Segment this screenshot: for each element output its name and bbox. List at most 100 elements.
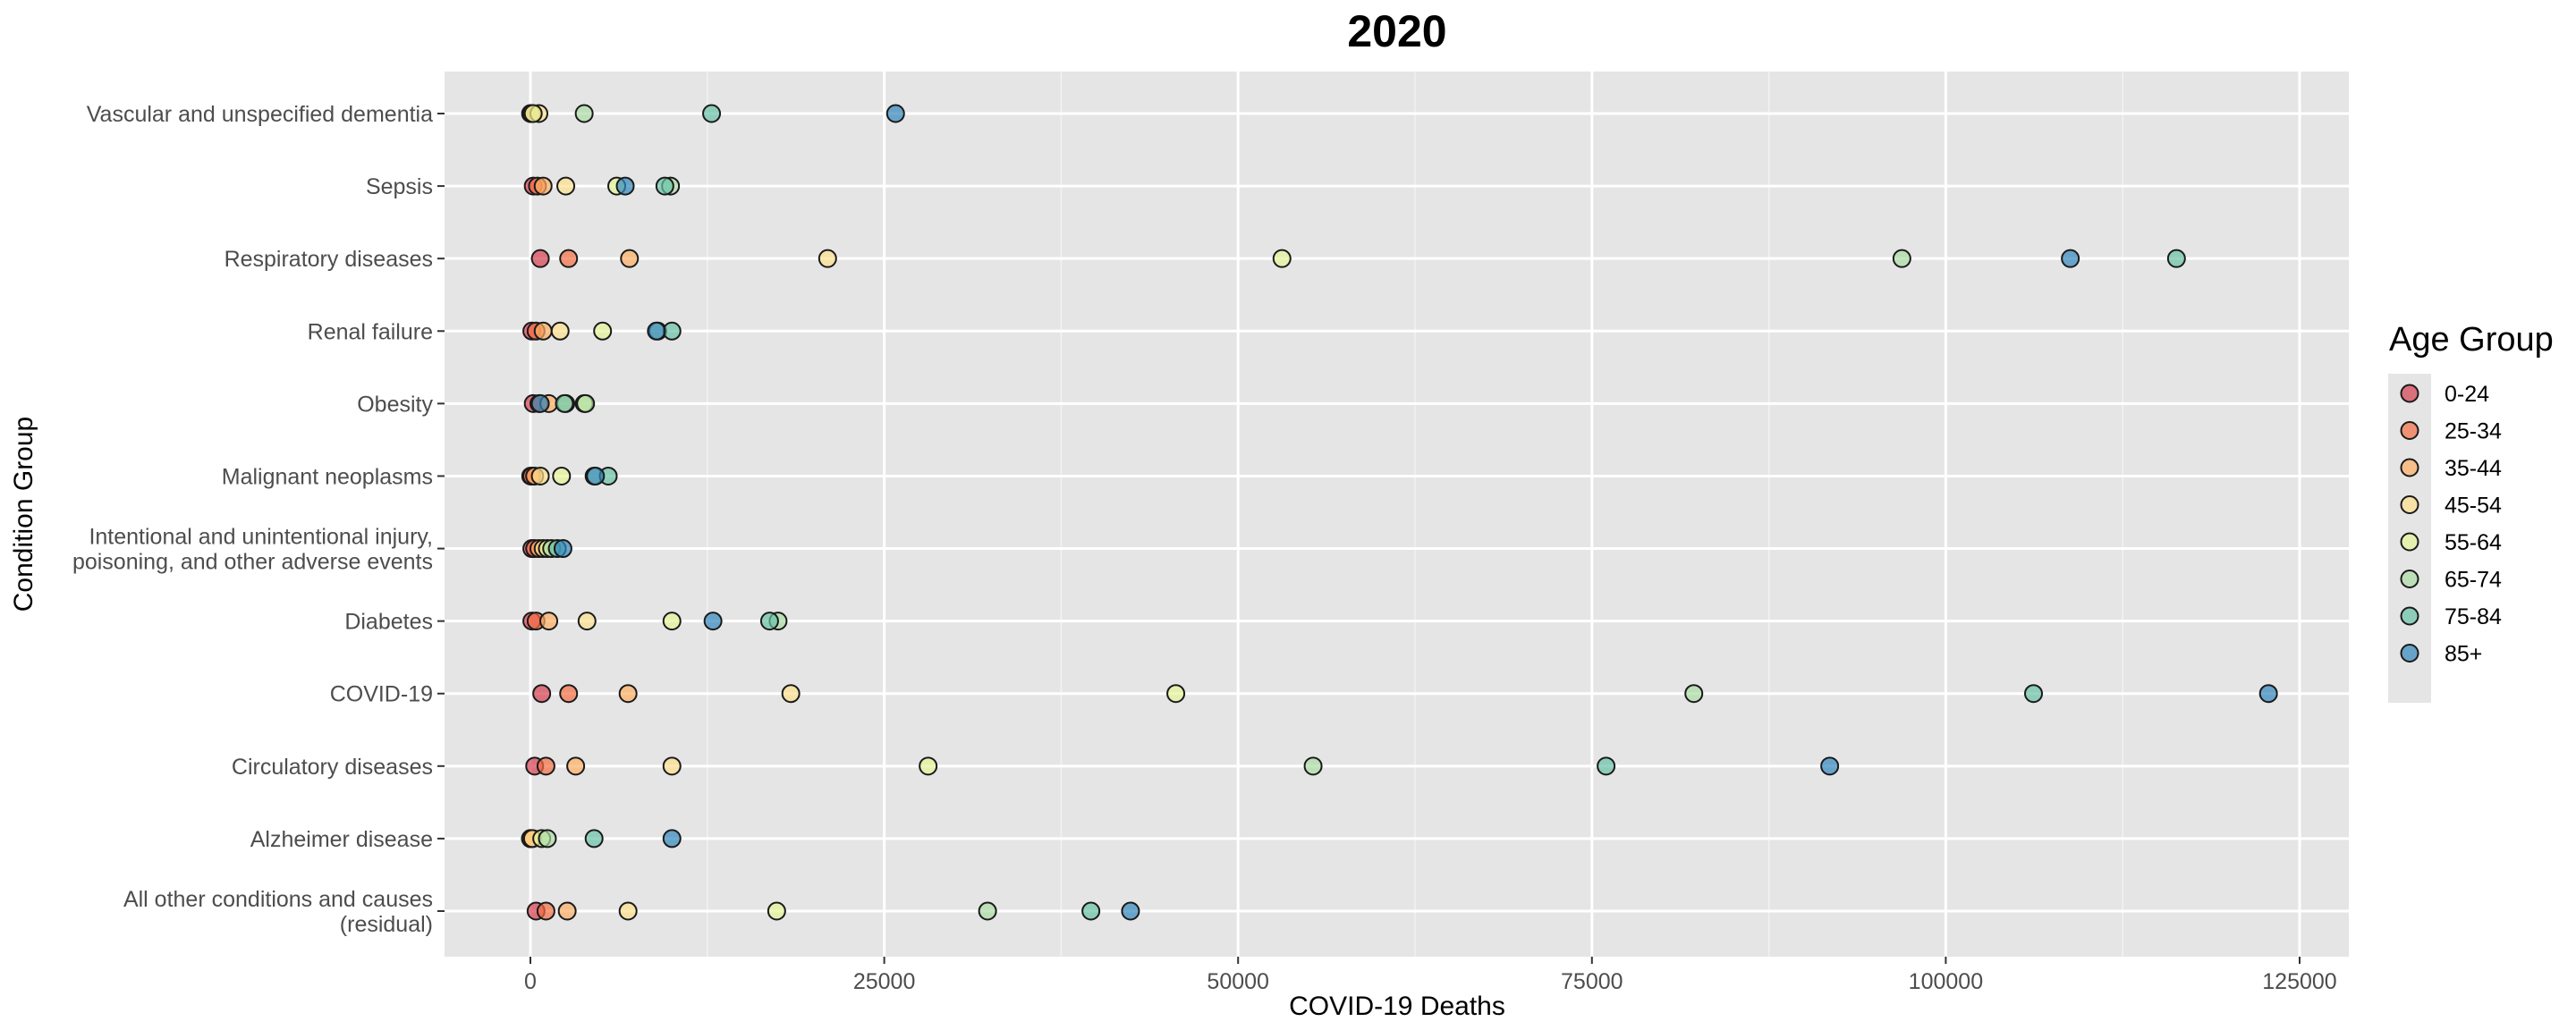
legend-label: 25-34: [2445, 419, 2502, 444]
y-tick-label: Respiratory diseases: [225, 247, 433, 272]
point-55-64: [552, 466, 572, 485]
y-tick-label: Malignant neoplasms: [222, 464, 433, 489]
point-55-64: [593, 321, 613, 341]
point-85+: [553, 539, 572, 559]
point-85+: [1121, 901, 1140, 921]
point-75-84: [702, 104, 722, 123]
major-gridlines: [445, 72, 2349, 957]
point-85+: [1820, 756, 1840, 776]
point-35-44: [618, 684, 638, 704]
y-tick-label: Diabetes: [344, 610, 433, 635]
legend-label: 55-64: [2445, 530, 2502, 555]
point-85+: [647, 321, 666, 341]
point-55-64: [1166, 684, 1186, 704]
legend-key-25-34: [2400, 421, 2419, 440]
point-85+: [2258, 684, 2278, 704]
point-25-34: [559, 249, 579, 268]
legend-key-75-84: [2400, 606, 2419, 626]
y-tick-label: Circulatory diseases: [232, 755, 433, 780]
point-65-74: [1684, 684, 1704, 704]
point-85+: [586, 466, 606, 485]
y-tick-label: Obesity: [357, 392, 433, 417]
x-axis: 0 25000 50000 75000 100000 125000: [524, 957, 2337, 994]
point-45-54: [550, 321, 570, 341]
legend-label: 35-44: [2445, 456, 2502, 481]
x-tick-label: 100000: [1909, 969, 1983, 994]
legend-label: 0-24: [2445, 382, 2489, 407]
point-45-54: [556, 176, 576, 196]
point-35-44: [620, 249, 640, 268]
point-75-84: [2024, 684, 2044, 704]
legend-key-65-74: [2400, 570, 2419, 588]
point-35-44: [539, 612, 559, 631]
plot-panel: [445, 72, 2349, 957]
point-45-54: [530, 466, 550, 485]
point-75-84: [584, 829, 604, 848]
legend: Age Group 0-24 25-34 35-44 45-54 55-64 65-74 7…: [2388, 321, 2554, 703]
point-65-74: [538, 829, 557, 848]
x-tick-label: 75000: [1561, 969, 1623, 994]
y-tick-label: COVID-19: [330, 682, 433, 707]
point-65-74: [574, 104, 594, 123]
legend-label: 75-84: [2445, 604, 2502, 629]
point-65-74: [1892, 249, 1911, 268]
point-55-64: [919, 756, 938, 776]
legend-key-55-64: [2400, 532, 2419, 552]
legend-key-45-54: [2400, 495, 2419, 514]
point-45-54: [818, 249, 837, 268]
point-45-54: [662, 756, 682, 776]
point-55-64: [767, 901, 786, 921]
legend-label: 45-54: [2445, 494, 2502, 519]
point-25-34: [559, 684, 579, 704]
point-55-64: [523, 104, 543, 123]
point-45-54: [781, 684, 801, 704]
point-25-34: [536, 756, 555, 776]
legend-title: Age Group: [2389, 321, 2554, 359]
point-75-84: [2166, 249, 2186, 268]
point-45-54: [618, 901, 638, 921]
x-tick-label: 25000: [853, 969, 916, 994]
y-axis: Vascular and unspecified dementia Sepsis R…: [72, 102, 445, 937]
point-75-84: [759, 612, 779, 631]
x-axis-title: COVID-19 Deaths: [1289, 992, 1505, 1021]
legend-label: 65-74: [2445, 568, 2502, 593]
point-0-24: [530, 249, 550, 268]
y-tick-label: Vascular and unspecified dementia: [87, 102, 433, 127]
point-35-44: [566, 756, 586, 776]
point-85+: [530, 393, 550, 413]
y-tick-label: Alzheimer disease: [250, 827, 433, 852]
point-65-74: [1303, 756, 1323, 776]
chart-title: 2020: [1347, 6, 1446, 56]
y-tick-label: Renal failure: [308, 319, 433, 344]
data-points: [521, 104, 2278, 921]
point-85+: [615, 176, 635, 196]
x-tick-label: 0: [524, 969, 537, 994]
point-45-54: [577, 612, 597, 631]
y-tick-label: Sepsis: [366, 174, 433, 199]
point-85+: [886, 104, 905, 123]
point-35-44: [557, 901, 577, 921]
point-55-64: [662, 612, 682, 631]
y-tick-label: poisoning, and other adverse events: [72, 550, 433, 575]
legend-key-85+: [2400, 644, 2419, 663]
point-65-74: [576, 393, 596, 413]
point-55-64: [1272, 249, 1292, 268]
point-85+: [2061, 249, 2080, 268]
y-tick-label: (residual): [340, 912, 433, 937]
point-0-24: [532, 684, 552, 704]
x-tick-label: 50000: [1207, 969, 1269, 994]
x-tick-label: 125000: [2262, 969, 2336, 994]
point-75-84: [655, 176, 674, 196]
y-tick-label: All other conditions and causes: [123, 887, 433, 912]
point-75-84: [1597, 756, 1616, 776]
point-25-34: [536, 901, 555, 921]
y-tick-label: Intentional and unintentional injury,: [89, 525, 433, 550]
legend-key-0-24: [2400, 384, 2419, 403]
legend-key-35-44: [2400, 458, 2419, 477]
y-axis-title: Condition Group: [9, 417, 38, 612]
point-75-84: [555, 393, 574, 413]
point-85+: [662, 829, 682, 848]
point-85+: [703, 612, 723, 631]
legend-label: 85+: [2445, 642, 2482, 667]
